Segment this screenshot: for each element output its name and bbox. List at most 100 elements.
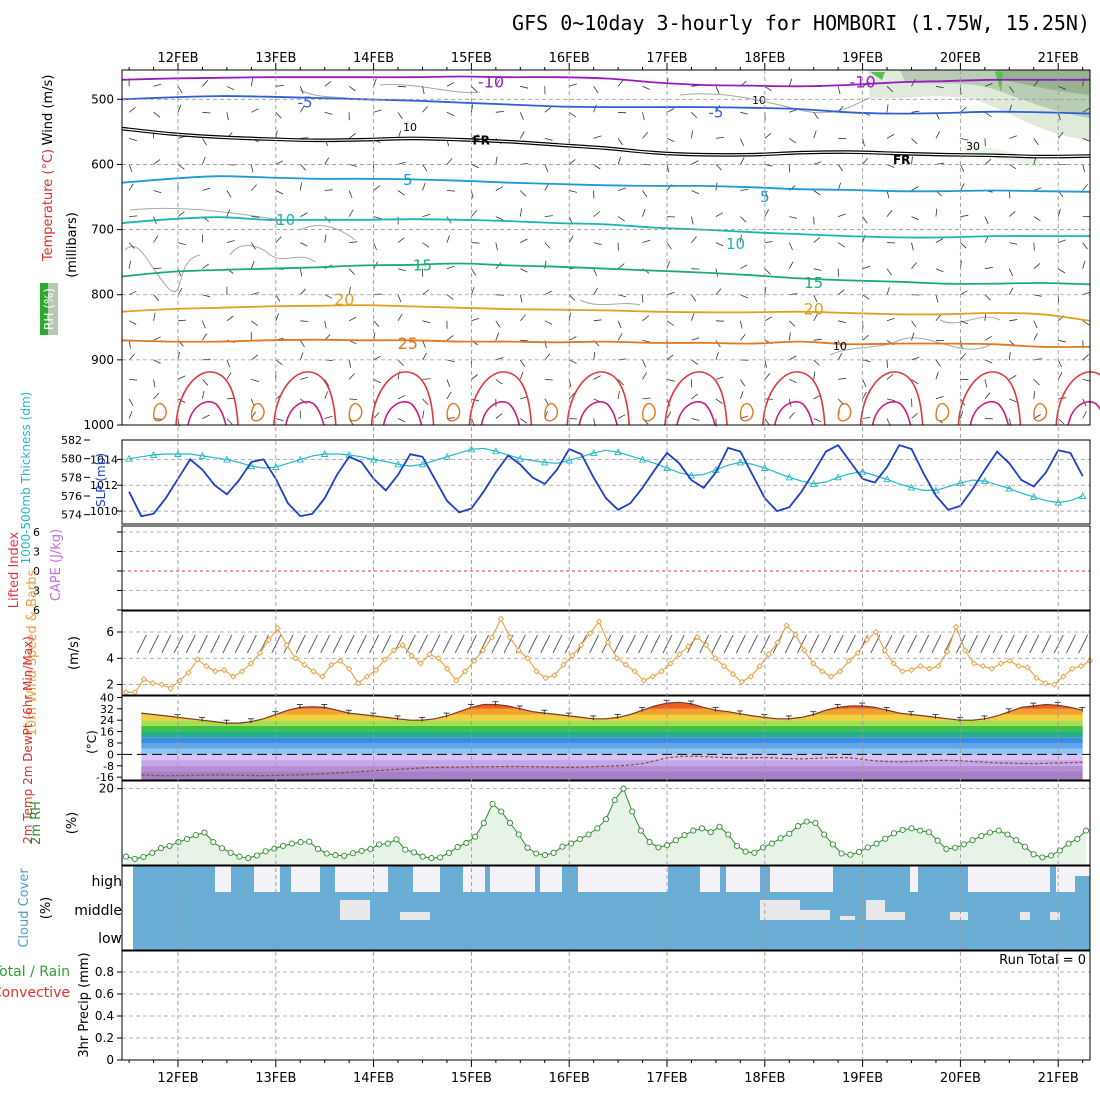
isotherm-label: -5	[708, 103, 723, 121]
isotherm-30	[273, 371, 337, 426]
wind10-point	[479, 647, 487, 654]
isotherm-freezing	[121, 126, 1091, 159]
wind-barb	[984, 138, 986, 147]
wind10-point	[247, 660, 255, 667]
wind-barb	[226, 315, 234, 322]
wind-barb	[1033, 333, 1038, 341]
thickness-point	[834, 473, 842, 481]
wind-barb	[1009, 135, 1017, 139]
wind-barb	[446, 335, 454, 341]
wind-barb	[642, 208, 646, 217]
wind10-point	[140, 676, 147, 683]
rh2m-point	[716, 823, 723, 830]
rh2m-point	[1039, 854, 1046, 861]
isotherm-30	[762, 371, 826, 426]
wind-barb	[691, 216, 694, 225]
wind10-point	[274, 624, 281, 632]
wind-barb	[764, 209, 770, 217]
rh2m-point	[149, 849, 156, 856]
wind10-point	[587, 630, 594, 637]
wind-barb	[740, 157, 745, 165]
wind-barb	[813, 371, 816, 380]
date-label: 17FEB	[646, 51, 687, 66]
rh2m-point	[777, 835, 784, 842]
wind10-barb	[198, 634, 208, 654]
pressure-axis-label: (millibars)	[65, 212, 80, 278]
rh2m-point	[192, 832, 199, 839]
wind-barb	[691, 294, 697, 302]
wind10-point	[640, 677, 647, 684]
wind-barb	[324, 111, 333, 115]
wind-tick-label: 6	[106, 625, 114, 639]
rh2m-point	[969, 837, 976, 844]
wind-barb	[568, 111, 577, 118]
wind10-point	[667, 660, 674, 667]
wind-barb	[569, 83, 577, 87]
wind-barb	[642, 239, 651, 243]
rh2m-point	[533, 850, 540, 857]
wind10-point	[711, 655, 719, 662]
wind10-point	[435, 655, 442, 662]
cloud-clear-high	[910, 866, 918, 892]
wind-barb	[397, 112, 403, 120]
rh2m-point	[882, 835, 889, 842]
temp-fill	[141, 702, 1083, 780]
wind-barb	[1033, 79, 1040, 87]
wind-barb	[593, 319, 602, 322]
wind10-barb	[528, 634, 538, 654]
wind-barb	[1057, 372, 1063, 380]
isotherm-line	[121, 75, 1090, 88]
pressure-tick-label: 800	[91, 288, 114, 302]
wind-barb	[446, 294, 454, 300]
precip-panel: 0.8 0.6 0.4 0.2 0 3hr Precip (mm) Total / Rain…	[0, 952, 1090, 1067]
cloud-clear-middle	[340, 900, 370, 920]
wind-barb	[1082, 291, 1091, 296]
wind-barb	[471, 268, 477, 276]
thickness-point	[1078, 492, 1087, 499]
wind10-point	[310, 668, 317, 675]
wind-barb	[324, 189, 333, 191]
wind10-barb	[442, 634, 453, 654]
isotherm-label: 25	[398, 334, 418, 353]
wind10-barb	[381, 634, 392, 654]
precip-tick-label: 0.4	[95, 1009, 114, 1023]
wind10-point	[185, 669, 192, 676]
rh2m-point	[262, 848, 269, 855]
run-total-label: Run Total = 0	[999, 953, 1086, 968]
wind-barb	[324, 81, 332, 87]
temp-band	[141, 771, 1083, 780]
wind10-point	[578, 641, 585, 649]
wind10-barb	[308, 634, 318, 654]
wind-barb	[764, 132, 772, 139]
wind10-point	[872, 628, 879, 636]
rh-contour	[579, 299, 641, 306]
rh2m-point	[1004, 831, 1011, 838]
wind-barb	[691, 112, 698, 119]
rh2m-point	[559, 843, 566, 850]
wind10-barb	[332, 634, 343, 654]
precip-axis-label: 3hr Precip (mm)	[77, 952, 92, 1057]
wind-barb	[422, 410, 425, 419]
wind10-point	[301, 661, 308, 668]
pressure-tick-label: 900	[91, 353, 114, 367]
wind-barb	[960, 290, 968, 296]
wind-barb	[275, 236, 282, 243]
wind10-barb	[833, 634, 844, 654]
cloud-clear-high	[578, 866, 668, 892]
lifted-index-tick-label: 6	[33, 604, 40, 617]
wind-barb	[935, 208, 938, 217]
isotherm-label: 15	[804, 274, 823, 292]
wind-barb	[569, 190, 578, 193]
wind-barb	[153, 111, 161, 118]
wind-barb	[740, 379, 746, 387]
date-label: 14FEB	[353, 51, 394, 66]
slp-axis-label: SLP (mb)	[94, 453, 108, 507]
wind10-point	[756, 662, 763, 670]
thickness-point	[125, 454, 133, 462]
wind-barb	[593, 211, 601, 217]
wind-barb	[471, 242, 480, 244]
wind-barb	[471, 164, 479, 169]
wind-barb	[544, 320, 553, 325]
rh2m-axis-label: 2m RH	[29, 801, 44, 845]
rh2m-point	[358, 847, 365, 854]
